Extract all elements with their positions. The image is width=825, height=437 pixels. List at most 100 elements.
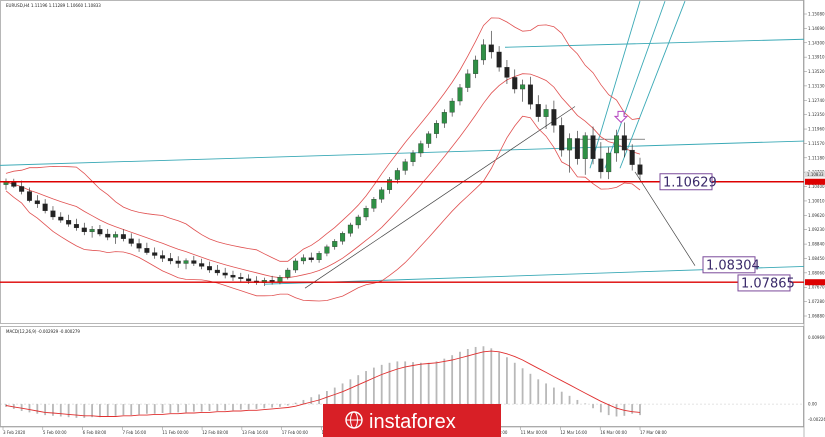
macd-bar <box>114 404 117 416</box>
candle-bear <box>637 164 643 175</box>
candle-bear <box>105 233 111 238</box>
macd-bar <box>521 368 524 405</box>
bollinger-lower-band <box>5 115 641 302</box>
macd-bar <box>294 402 297 405</box>
macd-bar <box>553 387 555 405</box>
price-tick-label: 1.13520 <box>808 69 825 74</box>
macd-tick-label: 0.00 <box>808 402 817 407</box>
logo-text: instaforex <box>369 411 456 433</box>
macd-bar <box>419 362 422 405</box>
macd-bar <box>302 399 305 405</box>
macd-bar <box>232 404 234 411</box>
candle-bull <box>418 143 424 154</box>
candle-bull <box>543 109 549 117</box>
target-label-box <box>702 256 756 274</box>
macd-bar <box>380 364 383 405</box>
candle-bull <box>355 216 361 226</box>
candle-bull <box>340 233 346 242</box>
macd-bar <box>91 404 93 418</box>
macd-bar <box>200 404 203 412</box>
macd-bar <box>208 404 211 411</box>
candle-bull <box>277 277 283 282</box>
macd-bar <box>341 383 344 405</box>
price-pane-frame <box>0 0 804 324</box>
macd-bar <box>474 346 477 405</box>
candle-bull <box>113 234 119 238</box>
macd-bar <box>435 361 438 405</box>
price-axis-ticks: 1.15080 1.14690 1.14300 1.13910 1.13520 1.131… <box>804 12 825 319</box>
price-tick-label: 1.08840 <box>808 242 825 247</box>
macd-bar <box>216 404 219 411</box>
macd-bar <box>396 361 399 405</box>
macd-bar <box>75 404 78 418</box>
time-tick-label: 16 Mar 00:00 <box>600 430 627 435</box>
macd-bar <box>67 404 70 418</box>
channel-line-top <box>504 38 805 48</box>
candle-bull <box>379 189 385 200</box>
candle-bear <box>496 51 502 68</box>
target-label-text: 1.08304 <box>706 258 760 273</box>
macd-bar <box>255 404 258 409</box>
candle-bear <box>574 138 580 159</box>
time-tick-label: 13 Feb 16:00 <box>242 430 269 435</box>
candle-bull <box>316 253 322 261</box>
macd-bar <box>357 375 360 405</box>
price-tick-label: 1.13130 <box>808 83 825 88</box>
macd-bar <box>560 391 563 405</box>
candle-bull <box>387 179 393 190</box>
support-label: 1.07865 <box>737 274 795 292</box>
candle-bull <box>293 260 299 271</box>
macd-bar <box>279 404 281 407</box>
macd-bar <box>263 404 266 409</box>
macd-bar <box>153 404 156 414</box>
candle-bear <box>621 135 627 151</box>
candle-bull <box>300 257 306 262</box>
macd-bar <box>537 379 540 405</box>
bollinger-upper-band <box>5 17 641 262</box>
macd-tick-label: 0.009695 <box>808 335 825 340</box>
candle-bear <box>160 255 166 259</box>
candle-bull <box>332 241 338 247</box>
macd-bar <box>592 404 594 409</box>
candle-bull <box>582 135 588 159</box>
fan-line-3 <box>619 0 686 169</box>
candle-bull <box>433 123 439 134</box>
macd-bar <box>145 404 148 414</box>
macd-bar <box>427 362 430 405</box>
candle-bear <box>34 200 40 205</box>
macd-bar <box>122 404 125 416</box>
candle-bear <box>97 229 103 235</box>
candle-bear <box>504 67 510 78</box>
candle-bear <box>144 248 150 253</box>
current-price-label: 1.10833 <box>807 172 824 177</box>
candle-bear <box>120 234 126 239</box>
candle-bear <box>136 243 142 249</box>
candle-bear <box>308 257 314 261</box>
candle-bear <box>535 104 541 117</box>
time-tick-label: 5 Feb 00:00 <box>43 430 67 435</box>
macd-bar <box>20 404 23 411</box>
bollinger-middle-band <box>5 73 641 279</box>
macd-bar <box>138 404 140 415</box>
price-tick-label: 1.10400 <box>808 184 825 189</box>
time-tick-label: 17 Mar 08:00 <box>640 430 667 435</box>
channel-line-mid <box>0 140 805 166</box>
candle-bull <box>614 135 620 154</box>
macd-bar <box>490 348 493 405</box>
macd-bar <box>286 404 289 406</box>
price-tick-label: 1.07280 <box>808 299 825 304</box>
price-tick-label: 1.08060 <box>808 270 825 275</box>
price-tick-label: 1.11180 <box>808 155 825 160</box>
time-tick-label: 7 Feb 16:00 <box>122 430 146 435</box>
price-tick-label: 1.10010 <box>808 198 825 203</box>
candle-bull <box>347 224 353 234</box>
macd-bar <box>639 404 641 416</box>
candle-bull <box>183 260 189 264</box>
time-tick-label: 11 Mar 00:00 <box>521 430 548 435</box>
macd-bar <box>365 371 367 405</box>
macd-bar <box>388 362 391 405</box>
time-tick-label: 17 Feb 00:00 <box>282 430 309 435</box>
candle-bear <box>66 220 72 225</box>
candle-bear <box>512 77 518 90</box>
candle-bear <box>128 238 134 244</box>
